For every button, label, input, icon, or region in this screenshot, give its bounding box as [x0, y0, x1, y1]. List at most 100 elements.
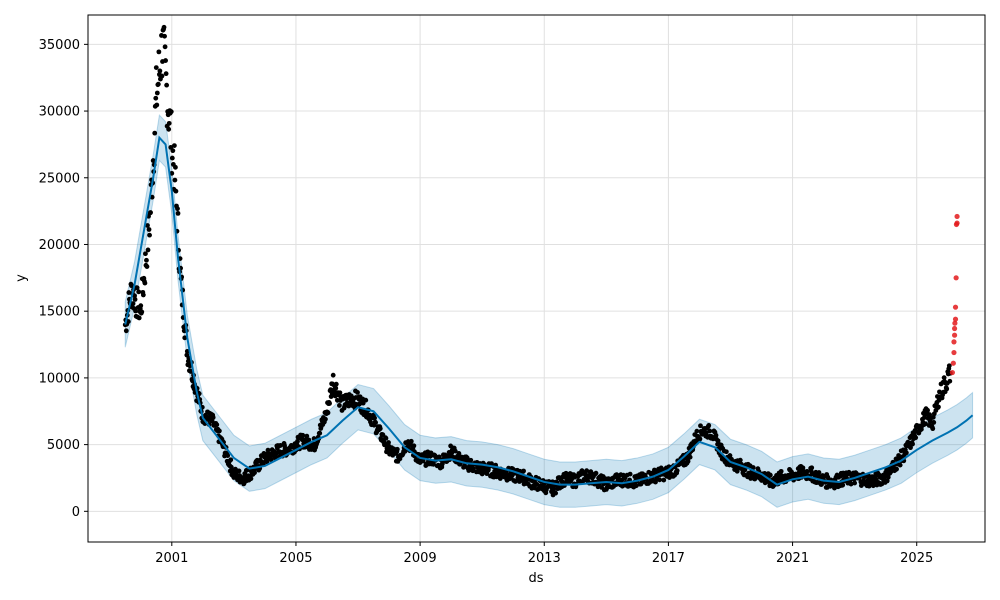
observed-point [633, 483, 639, 489]
observed-point [800, 465, 806, 471]
observed-point [317, 430, 323, 436]
x-axis-label: ds [528, 571, 543, 586]
y-tick-label: 20000 [39, 238, 80, 253]
observed-point [431, 461, 436, 467]
observed-point [698, 423, 703, 429]
observed-point [337, 390, 343, 396]
uncertainty-band [124, 113, 974, 508]
observed-point [162, 33, 167, 39]
observed-point [164, 82, 170, 88]
observed-point [304, 433, 310, 439]
observed-point [162, 44, 168, 50]
observed-point [327, 401, 332, 406]
observed-point [941, 375, 947, 381]
observed-point [846, 469, 852, 475]
observed-point [161, 24, 167, 30]
observed-point [372, 415, 377, 421]
observed-point [825, 474, 831, 480]
observed-point [723, 449, 729, 455]
outlier-point [950, 360, 956, 366]
observed-point [927, 412, 933, 418]
observed-point [216, 428, 222, 434]
observed-point [175, 210, 181, 216]
observed-point [325, 410, 331, 416]
observed-point [140, 292, 146, 298]
y-tick-label: 30000 [39, 105, 80, 120]
observed-point [153, 95, 159, 101]
observed-point [884, 478, 890, 484]
observed-point [154, 102, 160, 108]
outlier-point [952, 304, 959, 310]
observed-point [136, 315, 142, 321]
observed-point [937, 389, 942, 395]
observed-point [337, 403, 342, 408]
observed-point [734, 468, 740, 474]
observed-point [468, 457, 474, 463]
observed-point [252, 470, 257, 476]
forecast-line [124, 135, 974, 486]
y-tick-label: 10000 [39, 371, 80, 386]
observed-point [306, 437, 312, 443]
observed-point [627, 471, 633, 477]
grid-lines [88, 15, 985, 542]
observed-point [512, 479, 518, 484]
observed-point [323, 416, 328, 422]
observed-point [143, 251, 148, 257]
observed-point [944, 386, 950, 392]
observed-point [377, 426, 383, 432]
observed-point [144, 264, 150, 269]
x-tick-label: 2009 [404, 551, 437, 566]
x-tick-label: 2017 [652, 551, 685, 566]
observed-point [748, 476, 754, 481]
observed-point [737, 457, 743, 463]
observed-point [156, 49, 162, 55]
observed-point [894, 466, 899, 472]
observed-point [159, 73, 165, 79]
observed-point [166, 120, 172, 126]
y-axis-ticks: 0 5000 10000 15000 20000 25000 30000 35000 [39, 38, 88, 520]
observed-point [936, 404, 941, 410]
plot-frame [87, 14, 986, 543]
observed-point [707, 428, 713, 434]
observed-point [142, 280, 148, 286]
observed-point [657, 477, 663, 483]
observed-point [521, 468, 526, 474]
observed-point [166, 126, 172, 132]
observed-point [715, 438, 721, 444]
y-axis-label: y [14, 274, 29, 282]
observed-point [742, 467, 748, 473]
observed-point [885, 474, 891, 480]
observed-point [163, 58, 168, 63]
observed-point [129, 283, 134, 289]
outlier-point [951, 349, 957, 356]
observed-point [145, 223, 150, 228]
x-tick-label: 2013 [528, 551, 561, 566]
observed-point [551, 486, 556, 492]
outlier-point [952, 316, 959, 322]
observed-point [170, 148, 176, 154]
observed-point [930, 426, 936, 432]
observed-point [922, 415, 927, 420]
observed-point [225, 453, 231, 458]
outlier-point [952, 320, 958, 326]
observed-point [553, 490, 559, 496]
observed-point [706, 423, 712, 428]
observed-point [697, 436, 703, 442]
observed-point [852, 480, 858, 486]
observed-point [265, 447, 271, 453]
observed-point [243, 467, 249, 473]
outlier-point [949, 369, 956, 376]
y-tick-label: 15000 [39, 305, 80, 320]
observed-point [210, 415, 216, 420]
observed-point [923, 421, 928, 427]
observed-point [456, 451, 462, 456]
observed-point [278, 443, 283, 448]
observed-point [363, 397, 369, 403]
observed-point [373, 420, 379, 425]
observed-point [903, 450, 909, 456]
observed-point [169, 155, 175, 161]
observed-point [148, 210, 153, 215]
observed-point [133, 308, 138, 314]
